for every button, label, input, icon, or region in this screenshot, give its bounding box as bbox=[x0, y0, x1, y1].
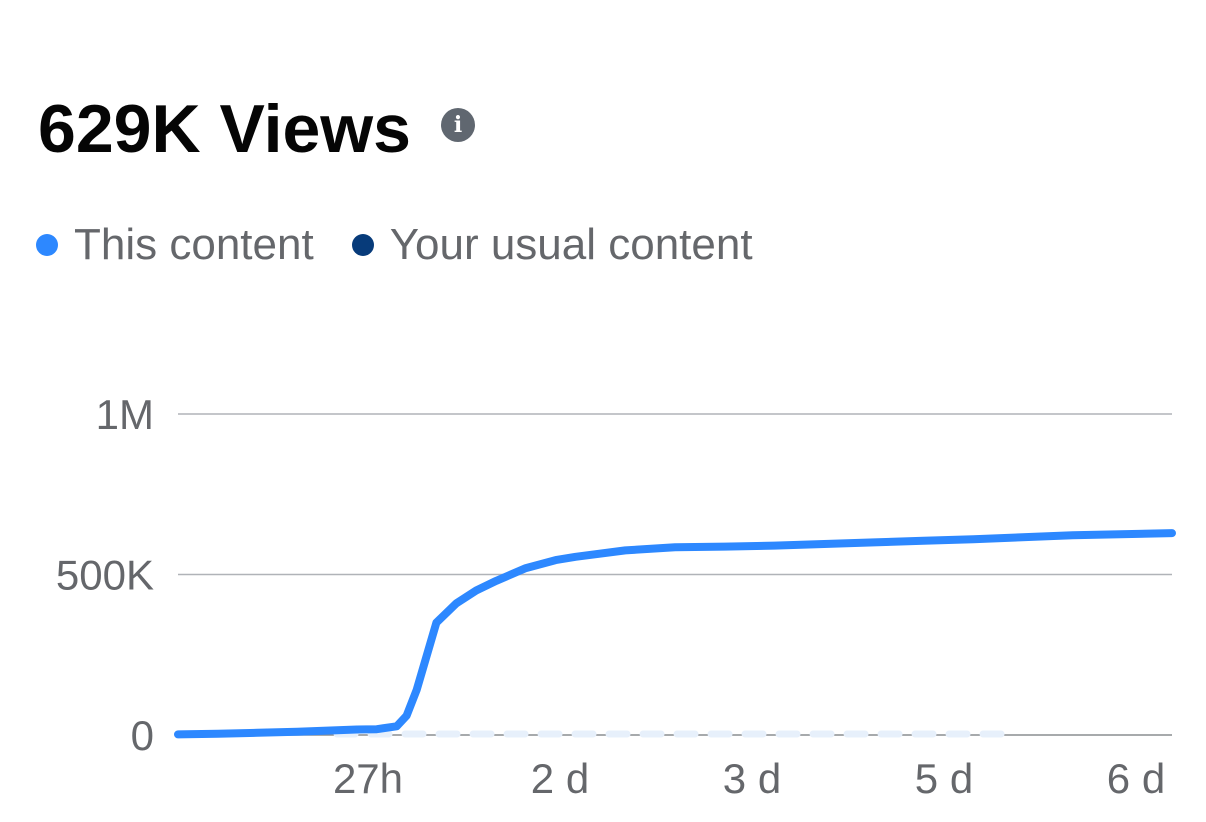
legend-item-usual-content: Your usual content bbox=[351, 220, 753, 270]
chart-header: 629K Views i bbox=[38, 90, 476, 168]
series-lines bbox=[174, 529, 1176, 739]
x-tick-label: 5 d bbox=[915, 755, 973, 802]
chart-legend: This content Your usual content bbox=[36, 220, 791, 270]
y-tick-label: 0 bbox=[131, 712, 154, 759]
legend-item-this-content: This content bbox=[36, 220, 314, 270]
y-axis-labels: 1M 500K 0 bbox=[56, 391, 154, 759]
info-icon[interactable]: i bbox=[441, 108, 476, 142]
x-axis-labels: 27h 2 d 3 d 5 d 6 d bbox=[333, 755, 1165, 802]
y-tick-label: 500K bbox=[56, 552, 154, 599]
legend-dot-this-content bbox=[36, 234, 58, 256]
x-tick-label: 3 d bbox=[723, 755, 781, 802]
grid-lines bbox=[178, 413, 1172, 736]
series-line-this-content bbox=[174, 529, 1176, 739]
legend-label-usual-content: Your usual content bbox=[389, 220, 753, 269]
y-tick-label: 1M bbox=[96, 391, 154, 438]
x-tick-label: 2 d bbox=[531, 755, 589, 802]
x-tick-label: 27h bbox=[333, 755, 403, 802]
legend-label-this-content: This content bbox=[74, 220, 314, 269]
legend-dot-usual-content bbox=[351, 234, 374, 256]
views-title: 629K Views bbox=[38, 91, 412, 167]
x-tick-label: 6 d bbox=[1107, 755, 1165, 802]
